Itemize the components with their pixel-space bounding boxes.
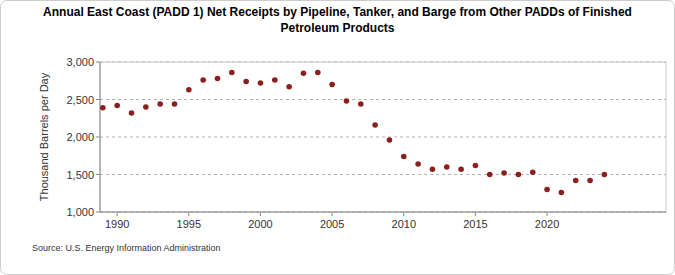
marks — [100, 70, 607, 196]
x-tick — [332, 212, 333, 216]
point — [602, 172, 608, 178]
point — [100, 105, 106, 111]
point — [129, 110, 135, 116]
grid-line — [100, 174, 666, 175]
point — [286, 84, 292, 90]
point — [487, 172, 493, 178]
point — [344, 98, 350, 104]
x-tick-label: 2010 — [392, 218, 416, 230]
grid-line — [100, 212, 666, 213]
point — [401, 154, 407, 160]
point — [243, 79, 249, 85]
x-tick — [547, 212, 548, 216]
source: Source: U.S. Energy Information Administ… — [32, 243, 221, 253]
title-line: Annual East Coast (PADD 1) Net Receipts … — [43, 5, 632, 19]
point — [172, 101, 178, 107]
y-tick — [96, 137, 100, 138]
point — [186, 87, 192, 93]
y-tick-label: 3,000 — [66, 56, 94, 68]
plot-area — [100, 62, 666, 212]
y-tick — [96, 212, 100, 213]
y-tick-label: 2,000 — [66, 131, 94, 143]
point — [229, 70, 235, 76]
point — [458, 166, 464, 172]
title: Annual East Coast (PADD 1) Net Receipts … — [43, 5, 632, 35]
point — [501, 170, 507, 176]
chart: Annual East Coast (PADD 1) Net Receipts … — [0, 0, 675, 275]
plot-frame — [100, 62, 666, 212]
point — [372, 122, 378, 128]
point — [387, 137, 393, 143]
y-tick — [96, 62, 100, 63]
y-tick — [96, 99, 100, 100]
point — [430, 166, 436, 172]
title-line: Petroleum Products — [280, 21, 394, 35]
x-axis — [100, 212, 666, 213]
point — [114, 103, 120, 109]
y-tick-label: 1,500 — [66, 169, 94, 181]
point — [272, 77, 278, 83]
x-tick-label: 2015 — [463, 218, 487, 230]
point — [444, 164, 450, 170]
point — [258, 80, 264, 86]
point — [358, 101, 364, 107]
point — [329, 82, 335, 88]
y-tick-label: 1,000 — [66, 206, 94, 218]
background — [1, 1, 675, 275]
point — [559, 190, 565, 196]
x-tick — [188, 212, 189, 216]
x-tick-label: 2000 — [248, 218, 272, 230]
point — [215, 76, 221, 82]
point — [544, 187, 550, 193]
point — [157, 101, 163, 107]
x-tick-label: 1990 — [105, 218, 129, 230]
point — [315, 70, 321, 76]
point — [200, 77, 206, 83]
x-tick — [403, 212, 404, 216]
point — [516, 172, 522, 178]
x-tick — [260, 212, 261, 216]
point — [473, 163, 479, 169]
grid-line — [100, 99, 666, 100]
y-tick — [96, 174, 100, 175]
y-tick-label: 2,500 — [66, 94, 94, 106]
x-tick-label: 2005 — [320, 218, 344, 230]
x-tick — [117, 212, 118, 216]
y-axis — [100, 62, 101, 212]
point — [587, 178, 593, 184]
point — [573, 178, 579, 184]
grid-line — [100, 137, 666, 138]
x-tick — [475, 212, 476, 216]
point — [143, 104, 149, 110]
point — [301, 70, 307, 76]
point — [415, 161, 421, 167]
x-tick-label: 1995 — [177, 218, 201, 230]
y-axis-label: Thousand Barrels per Day — [38, 72, 50, 201]
point — [530, 169, 536, 175]
x-tick-label: 2020 — [535, 218, 559, 230]
